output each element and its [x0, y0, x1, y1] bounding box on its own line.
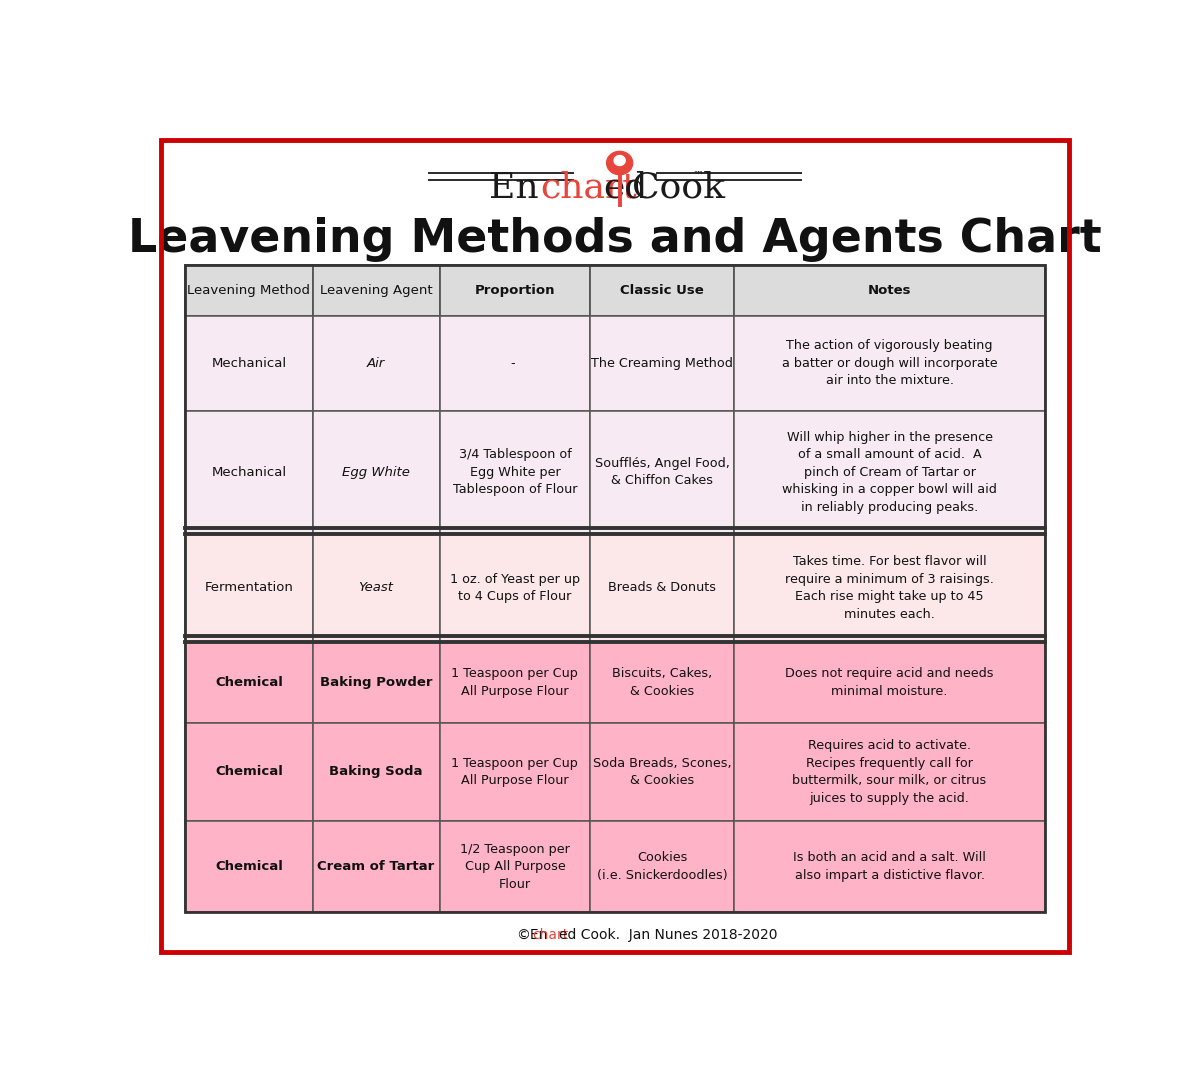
Text: Chemical: Chemical: [215, 860, 283, 873]
Bar: [439, 534, 590, 642]
Bar: [734, 316, 1045, 411]
Text: 1 Teaspoon per Cup
All Purpose Flour: 1 Teaspoon per Cup All Purpose Flour: [451, 757, 578, 787]
Text: Fermentation: Fermentation: [204, 582, 293, 595]
Circle shape: [607, 151, 632, 175]
Text: Does not require acid and needs
minimal moisture.: Does not require acid and needs minimal …: [785, 667, 994, 697]
Bar: [734, 723, 1045, 820]
Text: Leavening Agent: Leavening Agent: [319, 284, 432, 297]
Bar: [185, 534, 312, 642]
Text: ed Cook.  Jan Nunes 2018-2020: ed Cook. Jan Nunes 2018-2020: [559, 927, 778, 942]
Bar: [439, 642, 590, 723]
Text: Soda Breads, Scones,
& Cookies: Soda Breads, Scones, & Cookies: [593, 757, 732, 787]
Bar: [734, 534, 1045, 642]
Text: chart: chart: [532, 927, 569, 942]
Text: chart: chart: [540, 171, 637, 205]
Bar: [734, 820, 1045, 912]
Bar: [439, 820, 590, 912]
Text: -: -: [510, 357, 520, 370]
Text: Yeast: Yeast: [359, 582, 394, 595]
Bar: [734, 265, 1045, 316]
Bar: [590, 316, 734, 411]
Text: Baking Powder: Baking Powder: [320, 676, 432, 689]
Bar: [312, 534, 439, 642]
Text: 3/4 Tablespoon of
Egg White per
Tablespoon of Flour: 3/4 Tablespoon of Egg White per Tablespo…: [452, 449, 577, 496]
Text: The action of vigorously beating
a batter or dough will incorporate
air into the: The action of vigorously beating a batte…: [781, 339, 997, 387]
Bar: [439, 316, 590, 411]
Bar: [439, 723, 590, 820]
Bar: [185, 411, 312, 534]
Text: Is both an acid and a salt. Will
also impart a distictive flavor.: Is both an acid and a salt. Will also im…: [793, 852, 986, 882]
Text: Chemical: Chemical: [215, 676, 283, 689]
Bar: [312, 316, 439, 411]
Circle shape: [614, 156, 625, 165]
Bar: [185, 265, 312, 316]
Bar: [590, 411, 734, 534]
Text: ed: ed: [602, 171, 647, 205]
Text: En: En: [490, 171, 539, 205]
Text: Biscuits, Cakes,
& Cookies: Biscuits, Cakes, & Cookies: [612, 667, 713, 697]
Bar: [185, 820, 312, 912]
Text: Cookies
(i.e. Snickerdoodles): Cookies (i.e. Snickerdoodles): [596, 852, 727, 882]
Text: Soufflés, Angel Food,
& Chiffon Cakes: Soufflés, Angel Food, & Chiffon Cakes: [595, 457, 730, 488]
Text: ™: ™: [692, 171, 703, 182]
Text: Baking Soda: Baking Soda: [329, 765, 422, 778]
Bar: [439, 411, 590, 534]
Text: Takes time. For best flavor will
require a minimum of 3 raisings.
Each rise migh: Takes time. For best flavor will require…: [785, 556, 994, 620]
Bar: [312, 642, 439, 723]
Text: Leavening Methods and Agents Chart: Leavening Methods and Agents Chart: [128, 217, 1102, 262]
Text: Proportion: Proportion: [475, 284, 556, 297]
Bar: [312, 820, 439, 912]
Text: Chemical: Chemical: [215, 765, 283, 778]
Bar: [312, 265, 439, 316]
Text: 1 Teaspoon per Cup
All Purpose Flour: 1 Teaspoon per Cup All Purpose Flour: [451, 667, 578, 697]
Bar: [185, 316, 312, 411]
Bar: [590, 265, 734, 316]
Text: Requires acid to activate.
Recipes frequently call for
buttermilk, sour milk, or: Requires acid to activate. Recipes frequ…: [792, 739, 986, 804]
Text: Will whip higher in the presence
of a small amount of acid.  A
pinch of Cream of: Will whip higher in the presence of a sm…: [782, 430, 997, 513]
Text: Mechanical: Mechanical: [211, 357, 287, 370]
Bar: [312, 723, 439, 820]
Bar: [312, 411, 439, 534]
Text: Notes: Notes: [868, 284, 911, 297]
Text: Cream of Tartar: Cream of Tartar: [318, 860, 434, 873]
Text: ©En: ©En: [516, 927, 547, 942]
Text: The Creaming Method: The Creaming Method: [592, 357, 733, 370]
Bar: [734, 411, 1045, 534]
Bar: [734, 642, 1045, 723]
Bar: [185, 642, 312, 723]
Bar: [185, 265, 1045, 912]
Text: 1/2 Teaspoon per
Cup All Purpose
Flour: 1/2 Teaspoon per Cup All Purpose Flour: [460, 842, 570, 891]
Bar: [590, 534, 734, 642]
Bar: [185, 723, 312, 820]
Bar: [590, 820, 734, 912]
Bar: [590, 723, 734, 820]
Text: Air: Air: [367, 357, 385, 370]
Text: Egg White: Egg White: [342, 466, 410, 479]
Text: Leavening Method: Leavening Method: [187, 284, 311, 297]
Text: Classic Use: Classic Use: [620, 284, 704, 297]
Text: Breads & Donuts: Breads & Donuts: [608, 582, 716, 595]
Text: Cook: Cook: [631, 171, 725, 205]
Bar: [590, 642, 734, 723]
Text: 1 oz. of Yeast per up
to 4 Cups of Flour: 1 oz. of Yeast per up to 4 Cups of Flour: [450, 573, 580, 603]
Bar: [439, 265, 590, 316]
Text: Mechanical: Mechanical: [211, 466, 287, 479]
